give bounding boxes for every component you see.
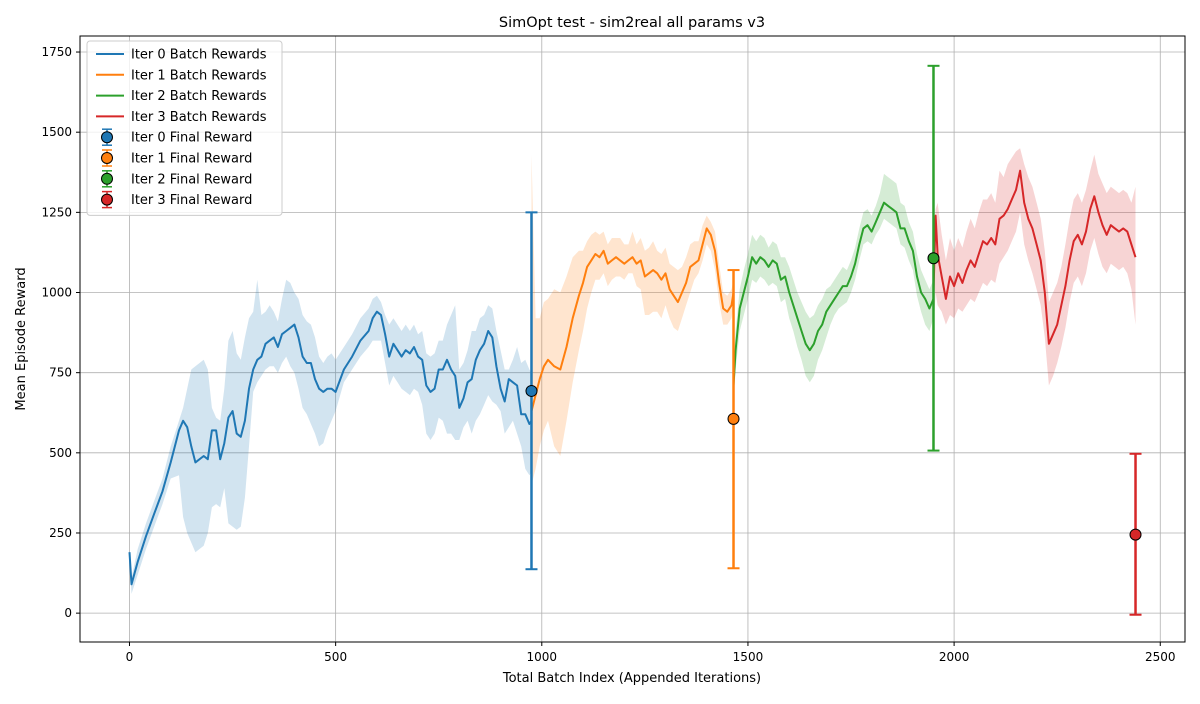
y-tick-label: 500: [49, 446, 72, 460]
y-tick-label: 1250: [41, 205, 72, 219]
legend-label: Iter 1 Batch Rewards: [131, 68, 267, 83]
legend-swatch-marker-1: [101, 152, 113, 164]
legend-swatch-marker-2: [101, 172, 113, 185]
y-axis-label: Mean Episode Reward: [14, 267, 29, 410]
y-tick-label: 250: [49, 526, 72, 540]
y-tick-label: 1750: [41, 45, 72, 59]
line-iter-1: [530, 227, 735, 412]
legend-swatch-marker-0: [101, 131, 113, 144]
legend-label: Iter 0 Final Reward: [131, 131, 252, 146]
x-axis-label: Total Batch Index (Appended Iterations): [502, 671, 761, 686]
legend: Iter 0 Batch Rewards Iter 1 Batch Rewards…: [86, 40, 283, 216]
band-iter-0: [129, 279, 532, 594]
line-iter-2: [732, 201, 935, 386]
x-tick-label: 500: [324, 650, 347, 664]
y-tick-label: 750: [49, 366, 72, 380]
x-tick-label: 0: [126, 650, 134, 664]
final-point-iter-1: [727, 412, 740, 425]
legend-label: Iter 1 Final Reward: [131, 152, 252, 167]
x-tick-label: 2500: [1145, 650, 1176, 664]
legend-label: Iter 3 Final Reward: [131, 193, 252, 208]
line-iter-0: [128, 310, 533, 586]
batch-reward-lines: [128, 169, 1137, 586]
legend-label: Iter 2 Batch Rewards: [131, 89, 267, 104]
line-iter-3: [932, 169, 1137, 345]
plot-frame: [79, 35, 1186, 643]
axis-ticks: 0 500 1000 1500 2000 2500 0 250 500 750 1000 1250 15…: [41, 45, 1175, 664]
band-iter-3: [933, 148, 1136, 386]
legend-swatch-marker-3: [101, 193, 113, 206]
band-iter-1: [531, 154, 734, 485]
final-point-iter-2: [927, 252, 940, 265]
x-tick-label: 1000: [527, 650, 558, 664]
x-tick-label: 2000: [939, 650, 970, 664]
y-tick-label: 1000: [41, 286, 72, 300]
x-tick-label: 1500: [733, 650, 764, 664]
final-point-iter-0: [525, 384, 538, 397]
legend-label: Iter 2 Final Reward: [131, 172, 252, 187]
y-tick-label: 0: [64, 606, 72, 620]
legend-label: Iter 0 Batch Rewards: [131, 48, 267, 63]
chart-title: SimOpt test - sim2real all params v3: [499, 15, 765, 31]
band-iter-2: [733, 173, 934, 405]
y-tick-label: 1500: [41, 125, 72, 139]
legend-label: Iter 3 Batch Rewards: [131, 110, 267, 125]
final-reward-points: [525, 64, 1142, 616]
final-point-iter-3: [1129, 528, 1142, 541]
legend-box: [86, 40, 283, 216]
